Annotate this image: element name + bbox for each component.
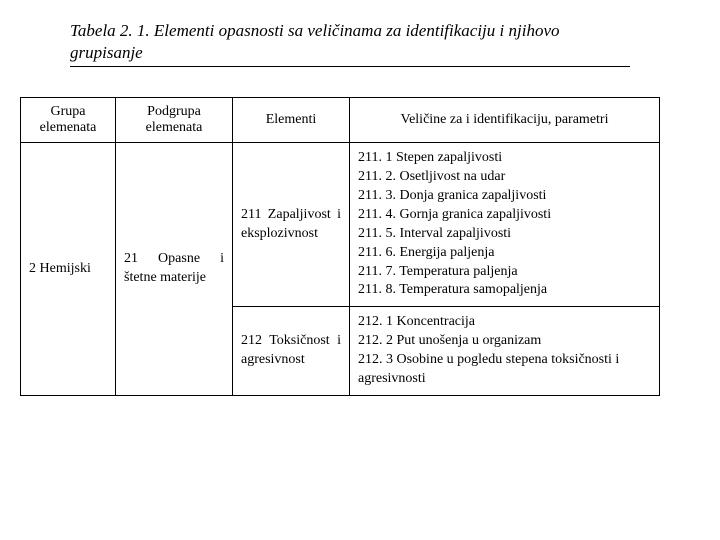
hazard-table: Grupa elemenata Podgrupa elemenata Eleme… xyxy=(20,97,660,396)
param-line: 212. 1 Koncentracija xyxy=(358,313,651,332)
cell-velicine-2: 212. 1 Koncentracija 212. 2 Put unošenja… xyxy=(350,307,660,396)
param-line: 211. 5. Interval zapaljivosti xyxy=(358,225,651,244)
param-line: 211. 7. Temperatura paljenja xyxy=(358,263,651,282)
param-line: 211. 4. Gornja granica zapaljivosti xyxy=(358,206,651,225)
param-line: 211. 6. Energija paljenja xyxy=(358,244,651,263)
param-line: 211. 1 Stepen zapaljivosti xyxy=(358,149,651,168)
col-header-elementi: Elementi xyxy=(233,98,350,143)
cell-elementi-1: 211 Zapaljivost i eksplozivnost xyxy=(233,143,350,307)
table-caption: Tabela 2. 1. Elementi opasnosti sa velič… xyxy=(70,20,630,67)
param-line: 211. 2. Osetljivost na udar xyxy=(358,168,651,187)
table-row: 2 Hemijski 21 Opasne i štetne materije 2… xyxy=(21,143,660,307)
param-line: 211. 3. Donja granica zapaljivosti xyxy=(358,187,651,206)
col-header-grupa: Grupa elemenata xyxy=(21,98,116,143)
cell-elementi-2: 212 Toksičnost i agresivnost xyxy=(233,307,350,396)
param-line: 212. 3 Osobine u pogledu stepena toksičn… xyxy=(358,351,651,389)
col-header-podgrupa: Podgrupa elemenata xyxy=(116,98,233,143)
cell-podgrupa: 21 Opasne i štetne materije xyxy=(116,143,233,396)
param-line: 211. 8. Temperatura samopaljenja xyxy=(358,281,651,300)
param-line: 212. 2 Put unošenja u organizam xyxy=(358,332,651,351)
cell-velicine-1: 211. 1 Stepen zapaljivosti 211. 2. Osetl… xyxy=(350,143,660,307)
cell-grupa: 2 Hemijski xyxy=(21,143,116,396)
table-header-row: Grupa elemenata Podgrupa elemenata Eleme… xyxy=(21,98,660,143)
col-header-velicine: Veličine za i identifikaciju, parametri xyxy=(350,98,660,143)
